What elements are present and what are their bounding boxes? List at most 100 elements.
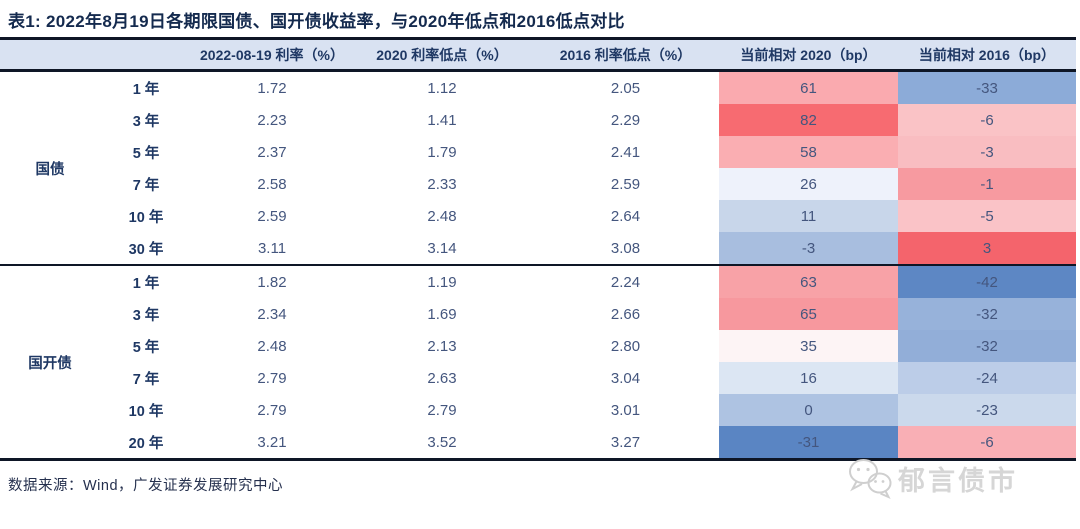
low-2020-cell: 1.19 <box>427 273 457 291</box>
vs-2020-cell: 58 <box>719 136 898 168</box>
vs-2016-cell: 3 <box>898 232 1076 265</box>
vs-2020-cell: 65 <box>719 298 898 330</box>
tenor-cell: 7 年 <box>132 177 160 194</box>
group-label: 国开债 <box>28 355 72 372</box>
col-header-vs-2016: 当前相对 2016（bp） <box>918 46 1056 63</box>
vs-2020-cell: 61 <box>719 70 898 104</box>
low-2020-cell: 1.12 <box>427 79 457 97</box>
tenor-cell: 10 年 <box>128 209 164 226</box>
vs-2020-cell: -3 <box>719 232 898 265</box>
wechat-icon <box>849 459 892 499</box>
low-2020-cell: 2.63 <box>427 369 457 387</box>
vs-2016-cell: -6 <box>898 426 1076 460</box>
rate-2022-cell: 2.58 <box>257 175 287 193</box>
low-2020-cell: 1.69 <box>427 305 457 323</box>
vs-2020-cell: 0 <box>719 394 898 426</box>
tenor-cell: 5 年 <box>132 339 160 356</box>
vs-2016-cell: -3 <box>898 136 1076 168</box>
low-2016-cell: 2.64 <box>610 207 641 225</box>
rate-2022-cell: 2.59 <box>257 207 287 225</box>
low-2016-cell: 3.27 <box>610 433 641 451</box>
tenor-cell: 1 年 <box>132 275 160 292</box>
rate-2022-cell: 2.34 <box>257 305 287 323</box>
vs-2016-cell: -32 <box>898 330 1076 362</box>
vs-2016-cell: -42 <box>898 265 1076 298</box>
vs-2020-cell: 11 <box>719 200 898 232</box>
vs-2016-cell: -1 <box>898 168 1076 200</box>
low-2020-cell: 3.52 <box>427 433 457 451</box>
low-2016-cell: 2.66 <box>610 305 641 323</box>
bond-yield-table: 2022-08-19 利率（%） 2020 利率低点（%） 2016 利率低点（… <box>0 37 1076 461</box>
low-2016-cell: 3.04 <box>610 369 641 387</box>
table-row: 20 年 3.21 3.52 3.27 -31 -6 <box>0 426 1076 460</box>
vs-2016-cell: -33 <box>898 70 1076 104</box>
table-row: 3 年 2.23 1.41 2.29 82 -6 <box>0 104 1076 136</box>
vs-2016-cell: -24 <box>898 362 1076 394</box>
table-row: 国开债 1 年 1.82 1.19 2.24 63 -42 <box>0 265 1076 372</box>
low-2020-cell: 2.13 <box>427 337 457 355</box>
rate-2022-cell: 1.72 <box>257 79 287 97</box>
table-row: 10 年 2.79 2.79 3.01 0 -23 <box>0 394 1076 426</box>
rate-2022-cell: 1.82 <box>257 273 287 291</box>
low-2020-cell: 2.33 <box>427 175 457 193</box>
table-row: 10 年 2.59 2.48 2.64 11 -5 <box>0 200 1076 232</box>
rate-2022-cell: 2.79 <box>257 369 287 387</box>
low-2016-cell: 3.08 <box>610 239 641 257</box>
tenor-cell: 20 年 <box>128 435 164 452</box>
vs-2020-cell: -31 <box>719 426 898 460</box>
rate-2022-cell: 2.23 <box>257 111 287 129</box>
rate-2022-cell: 2.79 <box>257 401 287 419</box>
low-2016-cell: 2.24 <box>610 273 641 291</box>
rate-2022-cell: 3.21 <box>257 433 287 451</box>
col-header-rate-2022: 2022-08-19 利率（%） <box>200 46 344 63</box>
low-2016-cell: 2.59 <box>610 175 641 193</box>
watermark: 郁言债市 <box>847 457 1018 499</box>
tenor-cell: 5 年 <box>132 145 160 162</box>
rate-2022-cell: 2.48 <box>257 337 287 355</box>
col-header-low-2020: 2020 利率低点（%） <box>376 46 508 63</box>
low-2016-cell: 2.05 <box>610 79 641 97</box>
table-row: 5 年 2.48 2.13 2.80 35 -32 <box>0 330 1076 362</box>
tenor-cell: 1 年 <box>132 81 160 98</box>
low-2020-cell: 1.79 <box>427 143 457 161</box>
low-2016-cell: 2.29 <box>610 111 641 129</box>
vs-2020-cell: 35 <box>719 330 898 362</box>
low-2016-cell: 2.80 <box>610 337 641 355</box>
low-2020-cell: 2.79 <box>427 401 457 419</box>
table-row: 7 年 2.79 2.63 3.04 16 -24 <box>0 362 1076 394</box>
col-header-vs-2020: 当前相对 2020（bp） <box>740 46 877 63</box>
vs-2016-cell: -23 <box>898 394 1076 426</box>
watermark-text: 郁言债市 <box>898 465 1018 496</box>
table-title: 表1: 2022年8月19日各期限国债、国开债收益率，与2020年低点和2016… <box>8 12 625 31</box>
corner-cell <box>0 39 192 71</box>
section-treasury: 国债 1 年 1.72 1.12 2.05 61 -33 3 年 2.23 1.41 2.29 82-… <box>0 70 1076 265</box>
low-2020-cell: 3.14 <box>427 239 457 257</box>
group-label: 国债 <box>35 161 65 178</box>
vs-2016-cell: -5 <box>898 200 1076 232</box>
vs-2020-cell: 16 <box>719 362 898 394</box>
table-row: 3 年 2.34 1.69 2.66 65 -32 <box>0 298 1076 330</box>
rate-2022-cell: 3.11 <box>257 239 287 257</box>
table-row: 30 年 3.11 3.14 3.08 -3 3 <box>0 232 1076 265</box>
rate-2022-cell: 2.37 <box>257 143 287 161</box>
vs-2016-cell: -32 <box>898 298 1076 330</box>
tenor-cell: 10 年 <box>128 403 164 420</box>
table-row: 5 年 2.37 1.79 2.41 58 -3 <box>0 136 1076 168</box>
section-cdb: 国开债 1 年 1.82 1.19 2.24 63 -42 3 年 2.34 1.69 2.66 65… <box>0 265 1076 460</box>
vs-2020-cell: 26 <box>719 168 898 200</box>
tenor-cell: 3 年 <box>132 113 160 130</box>
vs-2020-cell: 63 <box>719 265 898 298</box>
low-2020-cell: 2.48 <box>427 207 457 225</box>
data-source: 数据来源：Wind，广发证券发展研究中心 <box>8 478 284 494</box>
tenor-cell: 30 年 <box>128 241 164 258</box>
header-row: 2022-08-19 利率（%） 2020 利率低点（%） 2016 利率低点（… <box>0 38 1076 71</box>
vs-2020-cell: 82 <box>719 104 898 136</box>
tenor-cell: 7 年 <box>132 371 160 388</box>
vs-2016-cell: -6 <box>898 104 1076 136</box>
low-2016-cell: 3.01 <box>610 401 641 419</box>
tenor-cell: 3 年 <box>132 307 160 324</box>
table-row: 国债 1 年 1.72 1.12 2.05 61 -33 <box>0 70 1076 178</box>
table-row: 7 年 2.58 2.33 2.59 26 -1 <box>0 168 1076 200</box>
low-2016-cell: 2.41 <box>610 143 641 161</box>
low-2020-cell: 1.41 <box>427 111 457 129</box>
